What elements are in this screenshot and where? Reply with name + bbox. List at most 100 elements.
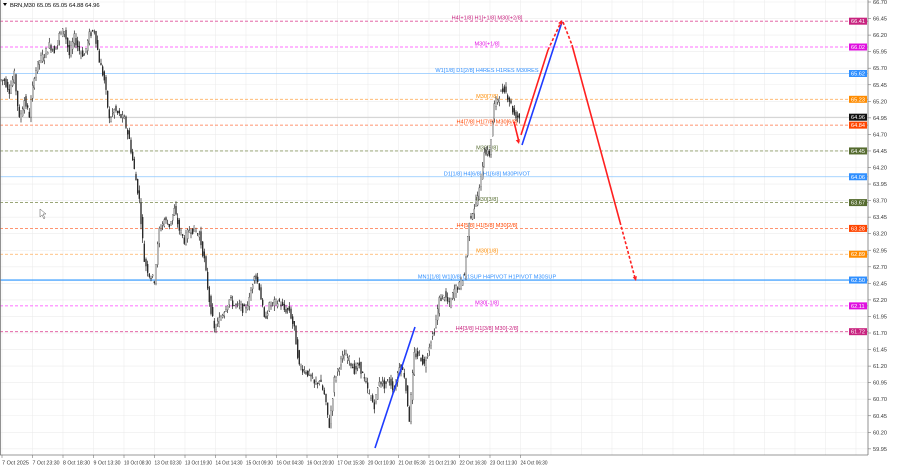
y-tick-label: 62.95	[873, 248, 887, 254]
candle	[185, 232, 187, 245]
price-badge	[849, 121, 867, 129]
candle	[495, 97, 497, 107]
candles	[0, 27, 520, 429]
price-badge	[849, 328, 867, 336]
y-tick-label: 62.70	[873, 265, 887, 271]
candle	[220, 316, 222, 321]
bullish-trend-line	[374, 326, 416, 449]
candle	[90, 32, 92, 37]
candle	[412, 372, 414, 401]
candle	[3, 79, 5, 81]
level-label: M30[-1/8]	[475, 300, 499, 306]
candle	[170, 221, 172, 224]
candle	[223, 312, 225, 317]
grid	[0, 0, 868, 455]
y-tick-label: 61.95	[873, 314, 887, 320]
candle	[15, 74, 17, 92]
candle	[498, 98, 500, 103]
x-tick-label: 17 Oct 15:30	[338, 461, 365, 467]
candle	[158, 228, 160, 244]
candle	[413, 352, 415, 375]
candle	[370, 397, 372, 399]
candle	[290, 308, 292, 319]
candle	[173, 208, 175, 216]
candle	[420, 358, 422, 362]
candle	[242, 303, 244, 313]
x-tick-label: 20 Oct 10:30	[368, 461, 395, 467]
candle	[13, 70, 15, 83]
level-label: M30[1/8]	[476, 249, 498, 255]
candle	[118, 110, 120, 114]
candle	[510, 100, 512, 104]
x-tick-label: 21 Oct 21:30	[429, 461, 456, 467]
x-tick-label: 13 Oct 19:30	[185, 461, 212, 467]
x-tick-label: 16 Oct 04:30	[277, 461, 304, 467]
price-badge	[849, 276, 867, 284]
candle	[23, 100, 25, 111]
candle	[192, 228, 194, 234]
y-tick-label: 63.20	[873, 232, 887, 238]
candle	[123, 116, 125, 119]
candle	[58, 33, 60, 41]
candle	[143, 243, 145, 262]
candle	[12, 79, 14, 86]
candle	[45, 48, 47, 54]
candle	[82, 50, 84, 57]
y-tick-label: 63.45	[873, 215, 887, 221]
price-badge	[849, 250, 867, 258]
x-tick-label: 14 Oct 14:30	[216, 461, 243, 467]
murrey-levels: H4[+1/8] H1[+1/8] M30[+2/8] M30[+1/8] W1[1…	[0, 16, 868, 332]
candle	[85, 48, 87, 52]
arrowhead-icon	[558, 20, 563, 25]
candle	[383, 379, 385, 389]
time-axis[interactable]: 7 Oct 2025 7 Oct 23:30 8 Oct 18:30 9 Oct 13…	[1, 455, 548, 467]
candle	[235, 303, 237, 305]
candle	[2, 79, 4, 81]
triangle-down-icon[interactable]	[3, 3, 7, 6]
candle	[208, 287, 210, 303]
candle	[248, 297, 250, 307]
candle	[463, 274, 465, 276]
price-axis[interactable]: 66.70 66.45 66.20 65.95 65.70 65.45 65.20 64.95…	[868, 0, 887, 453]
candle	[27, 105, 29, 108]
candle	[133, 159, 135, 170]
candle	[458, 281, 460, 289]
y-tick-label: 60.45	[873, 414, 887, 420]
candle	[110, 117, 112, 122]
candle	[402, 367, 404, 370]
candle	[167, 223, 169, 225]
candle	[337, 368, 339, 373]
candle	[187, 229, 189, 240]
candle	[8, 89, 10, 94]
candle	[125, 116, 127, 128]
mouse-cursor-icon	[39, 208, 47, 220]
x-tick-label: 7 Oct 2025	[2, 461, 29, 467]
candle	[22, 108, 24, 117]
candle	[268, 302, 270, 312]
candle	[155, 264, 157, 284]
y-tick-label: 65.20	[873, 99, 887, 105]
candle	[467, 236, 469, 256]
candle	[105, 76, 107, 90]
candle	[43, 57, 45, 61]
candle	[145, 258, 147, 267]
candle	[275, 299, 277, 302]
candle	[450, 298, 452, 308]
candle	[252, 284, 254, 290]
candle	[435, 319, 437, 328]
candle	[297, 339, 299, 358]
price-badge-label: 65.23	[851, 97, 865, 103]
candle	[480, 173, 482, 187]
candle	[482, 165, 484, 180]
candle	[200, 231, 202, 246]
price-badges: 66.41 66.02 65.62 65.23 64.84 64.45 64.06 63.67…	[849, 17, 867, 336]
price-badge-label: 64.45	[851, 149, 865, 155]
candle	[340, 358, 342, 366]
y-tick-label: 65.70	[873, 66, 887, 72]
candle	[30, 99, 32, 118]
x-tick-label: 23 Oct 11:30	[490, 461, 517, 467]
candle	[120, 114, 122, 118]
candle	[117, 111, 119, 114]
candle	[417, 351, 419, 357]
